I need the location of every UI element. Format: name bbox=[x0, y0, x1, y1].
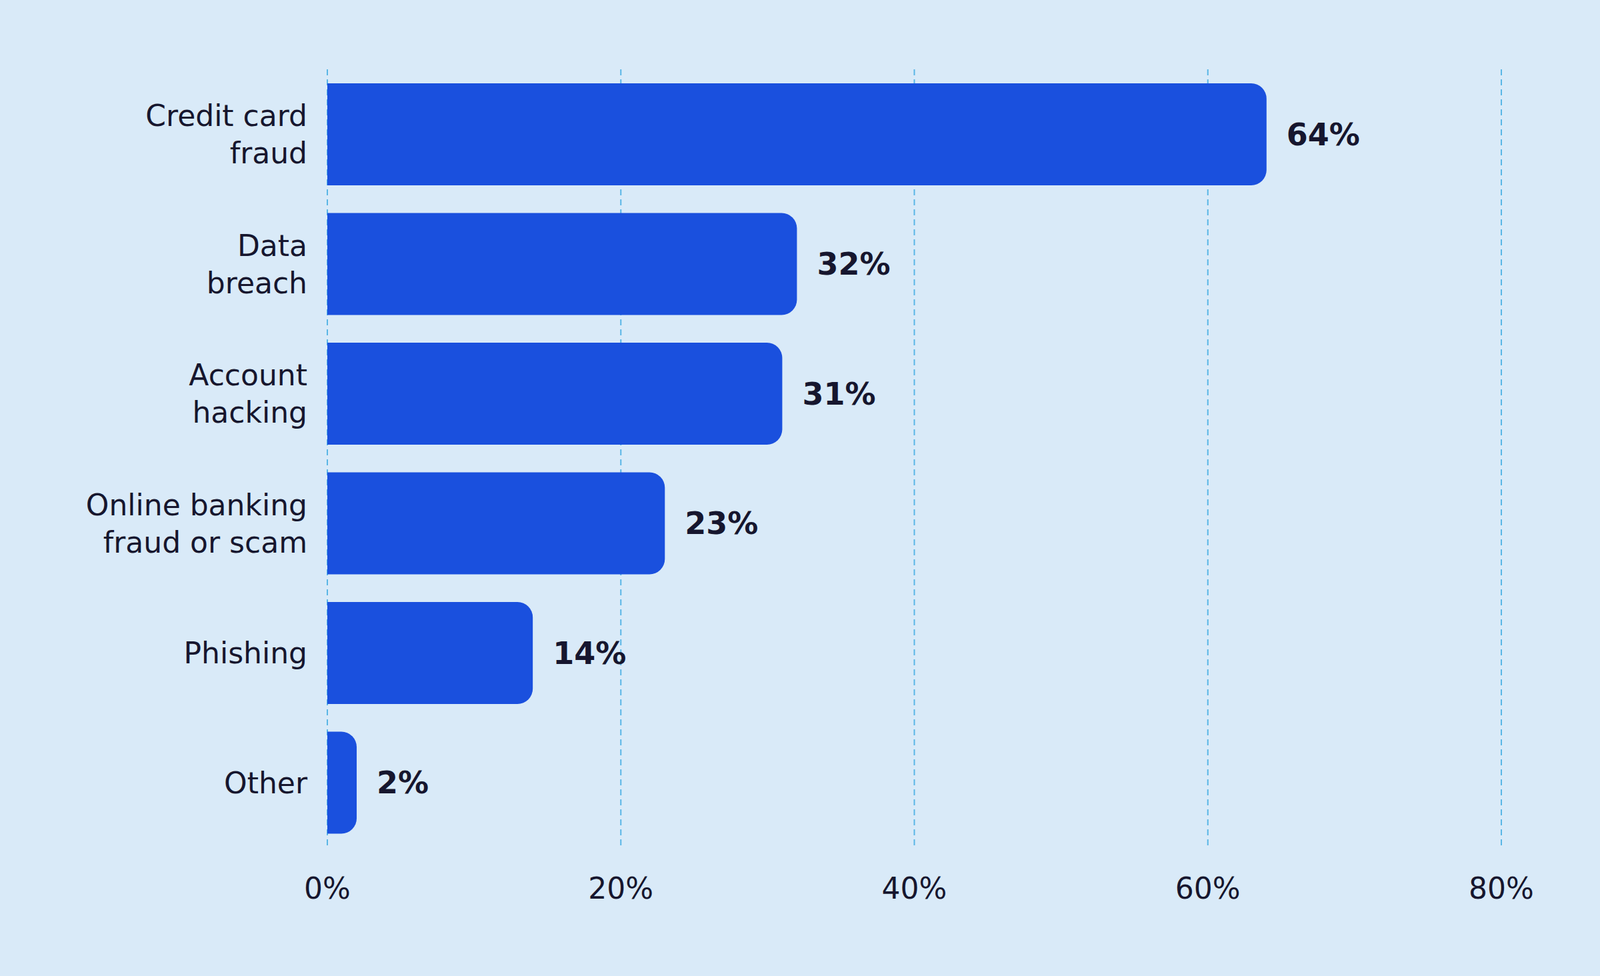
data-label: 23% bbox=[684, 505, 758, 542]
category-label: Databreach bbox=[206, 228, 308, 300]
bar bbox=[327, 213, 797, 316]
category-label: Accounthacking bbox=[188, 358, 308, 430]
data-label: 14% bbox=[552, 635, 626, 672]
tick-label: 60% bbox=[1175, 871, 1241, 906]
category-label: Credit cardfraud bbox=[145, 98, 308, 170]
grid-line bbox=[326, 69, 328, 848]
page: {"chart_data": {"type": "bar", "orientat… bbox=[0, 0, 1600, 976]
tick-label: 0% bbox=[304, 871, 351, 906]
grid bbox=[327, 69, 1502, 848]
tick-label: 80% bbox=[1468, 871, 1534, 906]
bar bbox=[327, 83, 1267, 186]
bar bbox=[327, 602, 533, 704]
category-label: Online bankingfraud or scam bbox=[86, 488, 308, 560]
bars bbox=[327, 83, 1267, 834]
data-label: 31% bbox=[802, 376, 876, 412]
chart-svg: 0% 20% 40% 60% 80% 64% 32% 31% 23% 14% 2% Credit ca… bbox=[0, 0, 1600, 976]
category-label: Phishing bbox=[184, 636, 308, 670]
data-label: 2% bbox=[376, 764, 429, 801]
grid-line bbox=[620, 69, 622, 848]
grid-line bbox=[1500, 69, 1502, 848]
tick-label: 20% bbox=[588, 871, 654, 906]
bar bbox=[327, 472, 665, 575]
grid-line bbox=[1207, 69, 1209, 848]
bar bbox=[327, 732, 357, 834]
bar bbox=[327, 342, 782, 445]
category-label: Other bbox=[224, 766, 308, 800]
grid-line bbox=[914, 69, 916, 848]
tick-label: 40% bbox=[882, 871, 948, 906]
chart-container: 0% 20% 40% 60% 80% 64% 32% 31% 23% 14% 2% Credit ca… bbox=[0, 0, 1600, 976]
data-label: 64% bbox=[1286, 116, 1360, 153]
data-label: 32% bbox=[816, 246, 890, 282]
